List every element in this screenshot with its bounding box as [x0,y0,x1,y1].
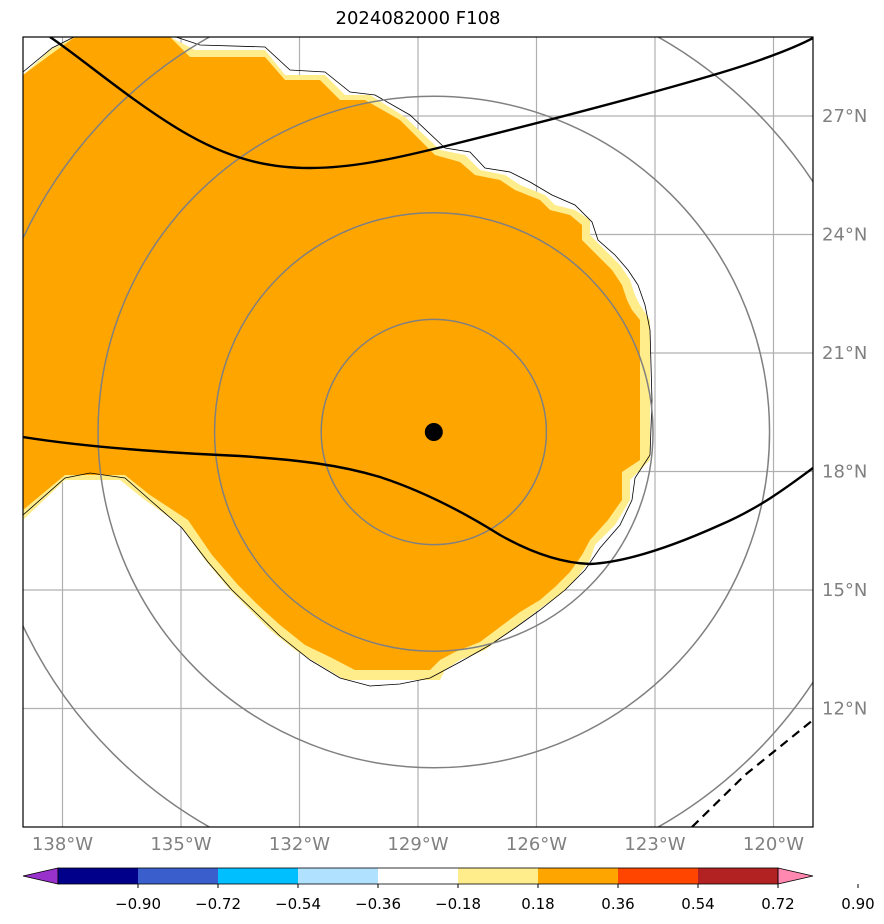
lat-tick-label: 27°N [822,106,867,127]
colorbar-segment [538,868,618,884]
colorbar-extend-low [22,867,59,885]
lat-tick-label: 18°N [822,462,867,483]
colorbar-labels: −0.90 −0.72 −0.54 −0.36 −0.18 0.18 0.36 0.54 0.7… [115,884,875,913]
contour-line-north [49,37,813,170]
range-ring [97,95,771,769]
lat-tick-label: 21°N [822,343,867,364]
contour-line-south [23,435,813,566]
map-title: 2024082000 F108 [335,8,501,29]
longitude-labels: 138°W 135°W 132°W 129°W 126°W 123°W 120°W [32,834,804,855]
lon-tick-label: 138°W [32,834,93,855]
colorbar-segment [458,868,538,884]
colorbar-frame [57,867,779,885]
lat-tick-label: 24°N [822,225,867,246]
contours [23,37,813,827]
colorbar-tick-label: −0.72 [195,895,241,913]
colorbar-segment [378,868,458,884]
colorbar-tick-label: −0.18 [435,895,481,913]
lon-tick-label: 132°W [269,834,330,855]
lat-tick-label: 15°N [822,580,867,601]
colorbar-tick-label: −0.36 [355,895,401,913]
colorbar-segment [618,868,698,884]
range-ring [320,318,548,546]
lon-tick-label: 120°W [743,834,804,855]
colorbar-segment [698,868,778,884]
fill-outline [23,37,653,687]
lon-tick-label: 123°W [624,834,685,855]
storm-center-marker [424,423,443,441]
fill-region-inner [23,37,640,670]
lon-tick-label: 135°W [150,834,211,855]
contour-line-dashed [691,719,813,827]
map-frame [22,36,814,828]
colorbar-extend-high [777,867,814,885]
colorbar-tick-label: 0.90 [841,895,874,913]
colorbar-tick-label: 0.36 [601,895,634,913]
range-rings [23,37,813,827]
lon-tick-label: 126°W [506,834,567,855]
colorbar-tick-label: −0.54 [275,895,321,913]
colorbar-tick-label: 0.18 [521,895,554,913]
lon-tick-label: 129°W [387,834,448,855]
colorbar-segment [218,868,298,884]
range-ring [213,212,654,652]
lat-tick-label: 12°N [822,699,867,720]
colorbar-segment [138,868,218,884]
colorbar [22,867,814,885]
colorbar-tick-label: −0.90 [115,895,161,913]
probability-fill [23,37,653,687]
colorbar-tick-label: 0.54 [681,895,714,913]
colorbar-segment [58,868,138,884]
latitude-labels: 12°N 15°N 18°N 21°N 24°N 27°N [822,106,867,720]
colorbar-tick-label: 0.72 [761,895,794,913]
colorbar-segment [298,868,378,884]
